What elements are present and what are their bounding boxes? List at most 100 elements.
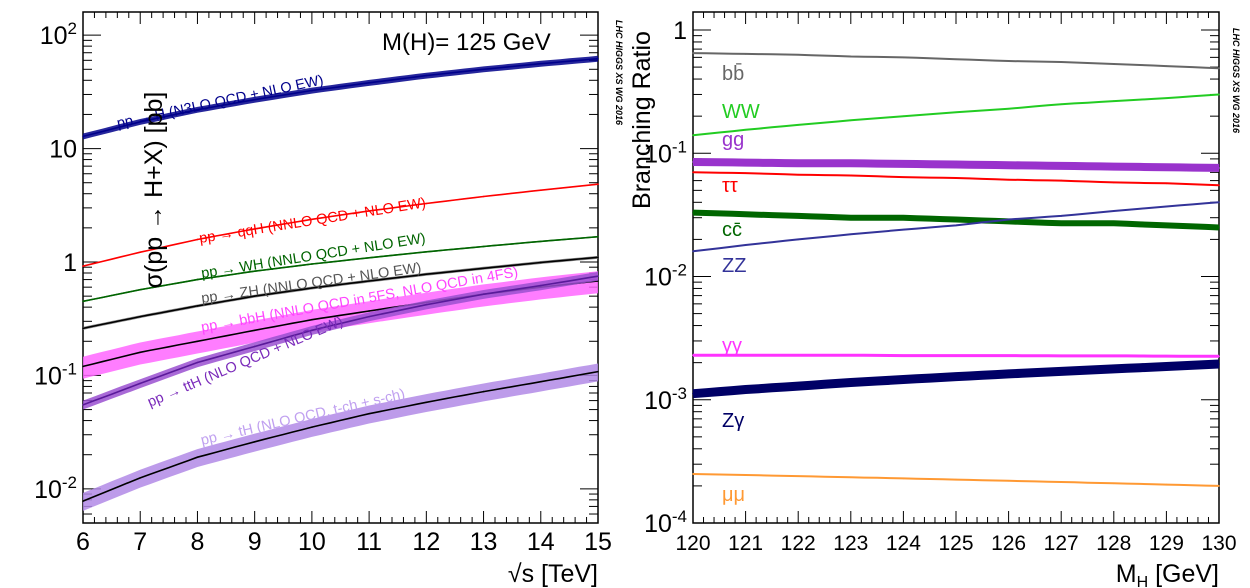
mass-annotation: M(H)= 125 GeV (382, 29, 551, 56)
data-point (1218, 485, 1220, 487)
data-point (482, 195, 485, 198)
x-tick-label: 123 (833, 532, 868, 555)
data-point (692, 211, 694, 214)
data-point (902, 115, 905, 117)
series-8: μμ (692, 473, 1220, 506)
x-tick-label: 6 (76, 528, 90, 556)
x-tick-label: 125 (938, 532, 973, 555)
y-tick-label: 10-3 (644, 384, 687, 415)
data-point (797, 475, 799, 477)
data-point (196, 305, 199, 307)
series-label: Zγ (722, 410, 744, 432)
y-axis-title: σ(pp → H+X) [pb] (140, 92, 168, 289)
data-point (1060, 370, 1062, 373)
data-point (539, 284, 542, 287)
data-point (797, 215, 799, 217)
data-point (253, 440, 256, 443)
data-point (692, 52, 694, 54)
data-point (744, 213, 747, 216)
y-tick-label: 1 (63, 249, 77, 277)
data-point (902, 228, 905, 231)
data-point (1113, 165, 1115, 168)
data-point (1060, 103, 1062, 106)
data-point (139, 382, 142, 385)
series-line (692, 359, 1220, 399)
data-point (139, 251, 142, 254)
data-point (1218, 363, 1220, 365)
data-point (902, 378, 905, 381)
data-point (311, 287, 313, 289)
data-point (1165, 483, 1168, 486)
data-point (692, 392, 694, 395)
data-point (82, 500, 84, 502)
data-point (850, 119, 852, 122)
data-point (744, 172, 747, 174)
data-point (744, 388, 747, 391)
uncertainty-band (83, 363, 598, 511)
data-point (1165, 182, 1168, 185)
data-point (597, 235, 599, 238)
data-point (82, 265, 84, 267)
data-point (1007, 178, 1010, 181)
data-point (1007, 164, 1010, 167)
data-point (311, 89, 313, 92)
y-axis-title: Branching Ratio (628, 31, 656, 209)
x-tick-label: 7 (133, 528, 147, 556)
data-point (1060, 61, 1062, 63)
data-point (955, 111, 957, 114)
data-point (850, 216, 852, 219)
data-point (368, 412, 370, 415)
data-point (311, 218, 313, 221)
data-point (539, 240, 542, 243)
data-point (1113, 482, 1115, 485)
data-point (82, 327, 84, 330)
data-point (1165, 355, 1168, 357)
data-point (539, 62, 542, 65)
data-point (1060, 355, 1062, 357)
x-tick-label: 121 (728, 532, 763, 555)
data-point (797, 162, 799, 165)
series-1: WW (692, 93, 1220, 137)
data-point (311, 426, 313, 428)
data-point (955, 177, 957, 179)
data-point (1113, 368, 1115, 370)
plot-frame (692, 11, 1220, 524)
data-point (692, 354, 694, 356)
watermark: LHC HIGGS XS WG 2016 (614, 20, 624, 126)
data-point (368, 280, 370, 282)
data-point (850, 174, 852, 177)
series-label: gg (722, 129, 744, 151)
y-tick-label: 10-2 (644, 261, 687, 292)
data-point (425, 273, 428, 276)
x-tick-label: 130 (1201, 532, 1236, 555)
series-5: ZZ (692, 201, 1220, 277)
data-point (253, 228, 256, 230)
data-point (597, 370, 599, 373)
data-point (797, 354, 799, 356)
data-point (253, 270, 256, 272)
data-point (1113, 181, 1115, 184)
data-point (744, 354, 747, 356)
data-point (902, 477, 905, 480)
data-point (196, 238, 199, 241)
series-line (82, 57, 599, 138)
y-tick-label: 102 (40, 19, 77, 50)
data-point (1218, 226, 1220, 229)
data-point (1218, 184, 1220, 187)
data-point (311, 318, 313, 321)
data-point (539, 380, 542, 383)
data-point (1218, 67, 1220, 69)
series-label: cc̄ (722, 219, 742, 241)
data-point (1060, 165, 1062, 167)
data-point (368, 210, 370, 212)
data-point (253, 295, 256, 297)
data-point (902, 163, 905, 165)
data-point (1113, 100, 1115, 102)
x-tick-label: 120 (675, 532, 710, 555)
data-point (597, 57, 599, 60)
x-tick-label: 128 (1096, 532, 1131, 555)
x-tick-label: 8 (190, 528, 204, 556)
data-point (1113, 222, 1115, 225)
data-point (368, 315, 370, 318)
data-point (902, 216, 905, 219)
